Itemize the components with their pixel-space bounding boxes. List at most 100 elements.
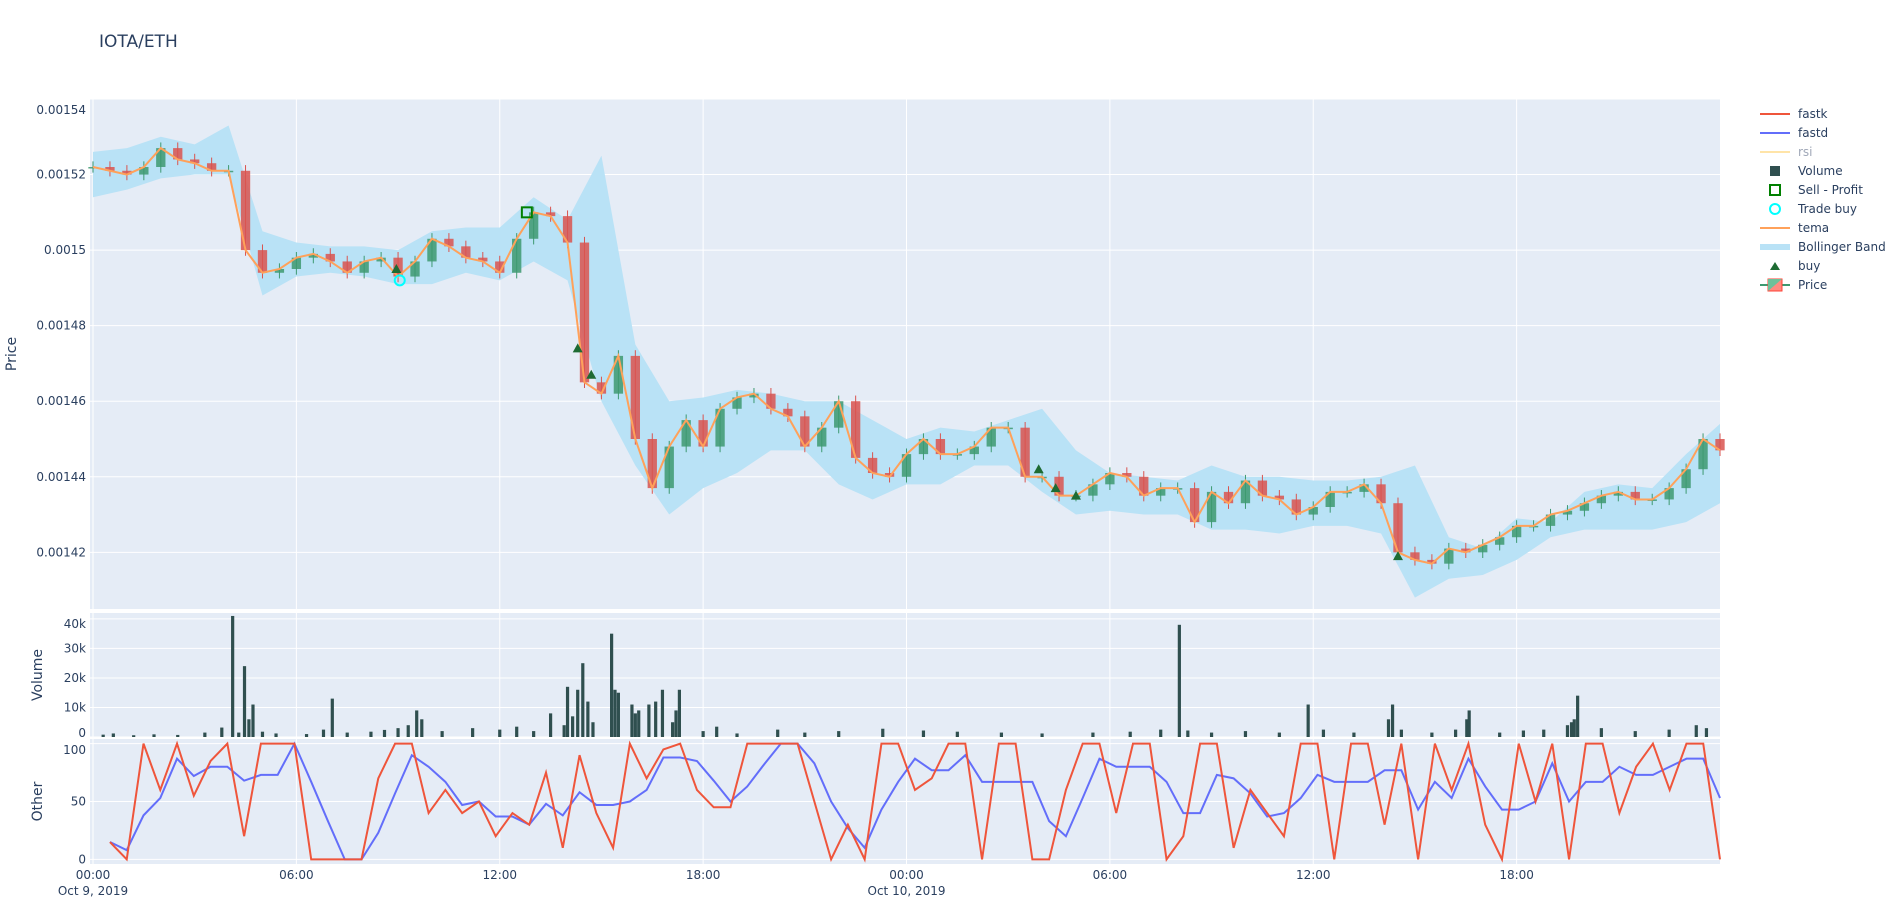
volume-bar (1040, 733, 1044, 737)
volume-bar (304, 734, 309, 737)
buy-signal-marker (572, 343, 583, 353)
volume-bar (1321, 729, 1326, 737)
candle-body (766, 393, 776, 409)
candle-body (1325, 491, 1335, 507)
y-tick-label: 0.00152 (36, 168, 86, 182)
volume-bar (321, 729, 326, 737)
legend-item-price[interactable]: Price (1758, 275, 1886, 294)
legend-item-bollinger-band[interactable]: Bollinger Band (1758, 237, 1886, 256)
volume-bar (1386, 719, 1391, 737)
legend-item-fastd[interactable]: fastd (1758, 123, 1886, 142)
volume-bar (111, 733, 115, 737)
candle-body (1291, 499, 1301, 515)
x-tick-label: 00:00 (76, 868, 111, 882)
legend-item-tema[interactable]: tema (1758, 218, 1886, 237)
candle-body (1698, 439, 1708, 470)
line-icon (1760, 131, 1790, 134)
volume-bar (591, 722, 595, 737)
bollinger-band (93, 125, 1720, 598)
volume-bar (837, 731, 841, 737)
candle-body (1376, 484, 1386, 504)
x-tick-label: 18:00 (1499, 868, 1534, 882)
volume-bar (1498, 732, 1502, 737)
y-tick-label: 20k (64, 671, 86, 685)
legend-label: Sell - Profit (1798, 182, 1863, 197)
volume-bar (251, 704, 255, 737)
y-tick-label: 10k (64, 700, 86, 714)
volume-bar (132, 735, 136, 737)
volume-bar (921, 730, 926, 737)
volume-bar (471, 728, 475, 737)
volume-bar (345, 732, 349, 737)
y-tick-label: 0.00154 (36, 103, 86, 117)
fastk-line (109, 739, 1721, 863)
legend-label: rsi (1798, 144, 1813, 159)
candle-body (969, 446, 979, 455)
volume-bar (242, 666, 247, 737)
legend-item-volume[interactable]: Volume (1758, 161, 1886, 180)
candle-body (1444, 548, 1454, 564)
y-tick-label: 30k (64, 641, 86, 655)
candle-body (1511, 525, 1522, 538)
candle-body (1579, 503, 1590, 511)
candle-body (783, 408, 793, 417)
candle-body (1478, 544, 1488, 553)
candle-body (1681, 469, 1691, 489)
legend-item-rsi[interactable]: rsi (1758, 142, 1886, 161)
legend-label: tema (1798, 220, 1830, 235)
volume-bar (1277, 732, 1281, 737)
candle-body (1393, 503, 1403, 553)
plot-background (90, 99, 1720, 609)
legend-item-fastk[interactable]: fastk (1758, 104, 1886, 123)
legend-item-sell-profit[interactable]: Sell - Profit (1758, 180, 1886, 199)
legend-item-trade-buy[interactable]: Trade buy (1758, 199, 1886, 218)
candle-body (1308, 507, 1318, 515)
y-tick-label: 0.00144 (36, 470, 86, 484)
legend-label: fastk (1798, 106, 1828, 121)
candle-body (834, 401, 844, 428)
candle-body (732, 397, 742, 409)
volume-bar (1694, 725, 1698, 737)
volume-bar (576, 689, 580, 737)
volume-bar (586, 701, 590, 737)
volume-bar (415, 710, 419, 737)
x-tick-date-label: Oct 10, 2019 (868, 884, 946, 898)
volume-bar (1633, 731, 1637, 737)
candle-body (800, 416, 810, 447)
line-icon (1760, 150, 1790, 153)
volume-bar (633, 713, 637, 737)
legend: fastk fastd rsi Volume Sell - Profit Trade bu… (1758, 104, 1886, 294)
candle-body (427, 238, 437, 262)
candle-body (461, 246, 471, 258)
legend-label: Volume (1798, 163, 1843, 178)
candle-body (630, 355, 640, 439)
buy-signal-marker (1033, 464, 1044, 474)
candle-body (1596, 495, 1607, 504)
volume-bar (1599, 728, 1603, 737)
candle-body (139, 167, 149, 175)
line-icon (1760, 112, 1790, 115)
legend-label: fastd (1798, 125, 1829, 140)
volume-bar (1704, 728, 1709, 737)
y-tick-label: 0 (78, 852, 86, 866)
y-tick-label: 100 (63, 743, 86, 757)
candle-body (274, 269, 285, 273)
candle-body (478, 257, 488, 262)
volume-bar (369, 731, 373, 737)
candle-body (325, 253, 335, 262)
band-icon (1760, 243, 1790, 250)
candle-body (545, 212, 556, 217)
volume-bar (203, 732, 207, 737)
candle-body (1088, 484, 1098, 496)
volume-bar (1465, 719, 1469, 737)
candle-body (867, 457, 878, 473)
volume-bar (1576, 695, 1580, 737)
volume-bar (1430, 732, 1434, 737)
volume-bar (260, 731, 265, 737)
candle-body (681, 420, 691, 447)
x-tick-label: 18:00 (686, 868, 721, 882)
candle-body (1206, 491, 1217, 523)
candle-body (240, 170, 251, 251)
legend-item-buy[interactable]: buy (1758, 256, 1886, 275)
